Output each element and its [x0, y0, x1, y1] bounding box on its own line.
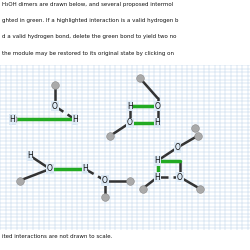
Text: O: O: [154, 102, 160, 111]
Text: d a valid hydrogen bond, delete the green bond to yield two no: d a valid hydrogen bond, delete the gree…: [2, 34, 177, 40]
Text: the module may be restored to its original state by clicking on: the module may be restored to its origin…: [2, 51, 174, 56]
Text: H: H: [127, 102, 133, 111]
Text: O: O: [52, 102, 58, 111]
Text: H: H: [72, 115, 78, 124]
Text: H: H: [27, 151, 33, 160]
Text: O: O: [174, 143, 180, 152]
Text: ghted in green. If a highlighted interaction is a valid hydrogen b: ghted in green. If a highlighted interac…: [2, 18, 179, 23]
Text: H: H: [82, 164, 88, 173]
Text: H₃OH dimers are drawn below, and several proposed intermol: H₃OH dimers are drawn below, and several…: [2, 2, 174, 7]
Text: O: O: [177, 173, 183, 182]
Text: ited interactions are not drawn to scale.: ited interactions are not drawn to scale…: [2, 234, 113, 239]
Text: O: O: [127, 118, 133, 127]
Text: O: O: [47, 164, 53, 173]
Text: H: H: [10, 115, 16, 124]
Text: H: H: [154, 173, 160, 182]
Text: H: H: [154, 156, 160, 165]
Text: O: O: [102, 176, 108, 185]
Text: H: H: [154, 118, 160, 127]
